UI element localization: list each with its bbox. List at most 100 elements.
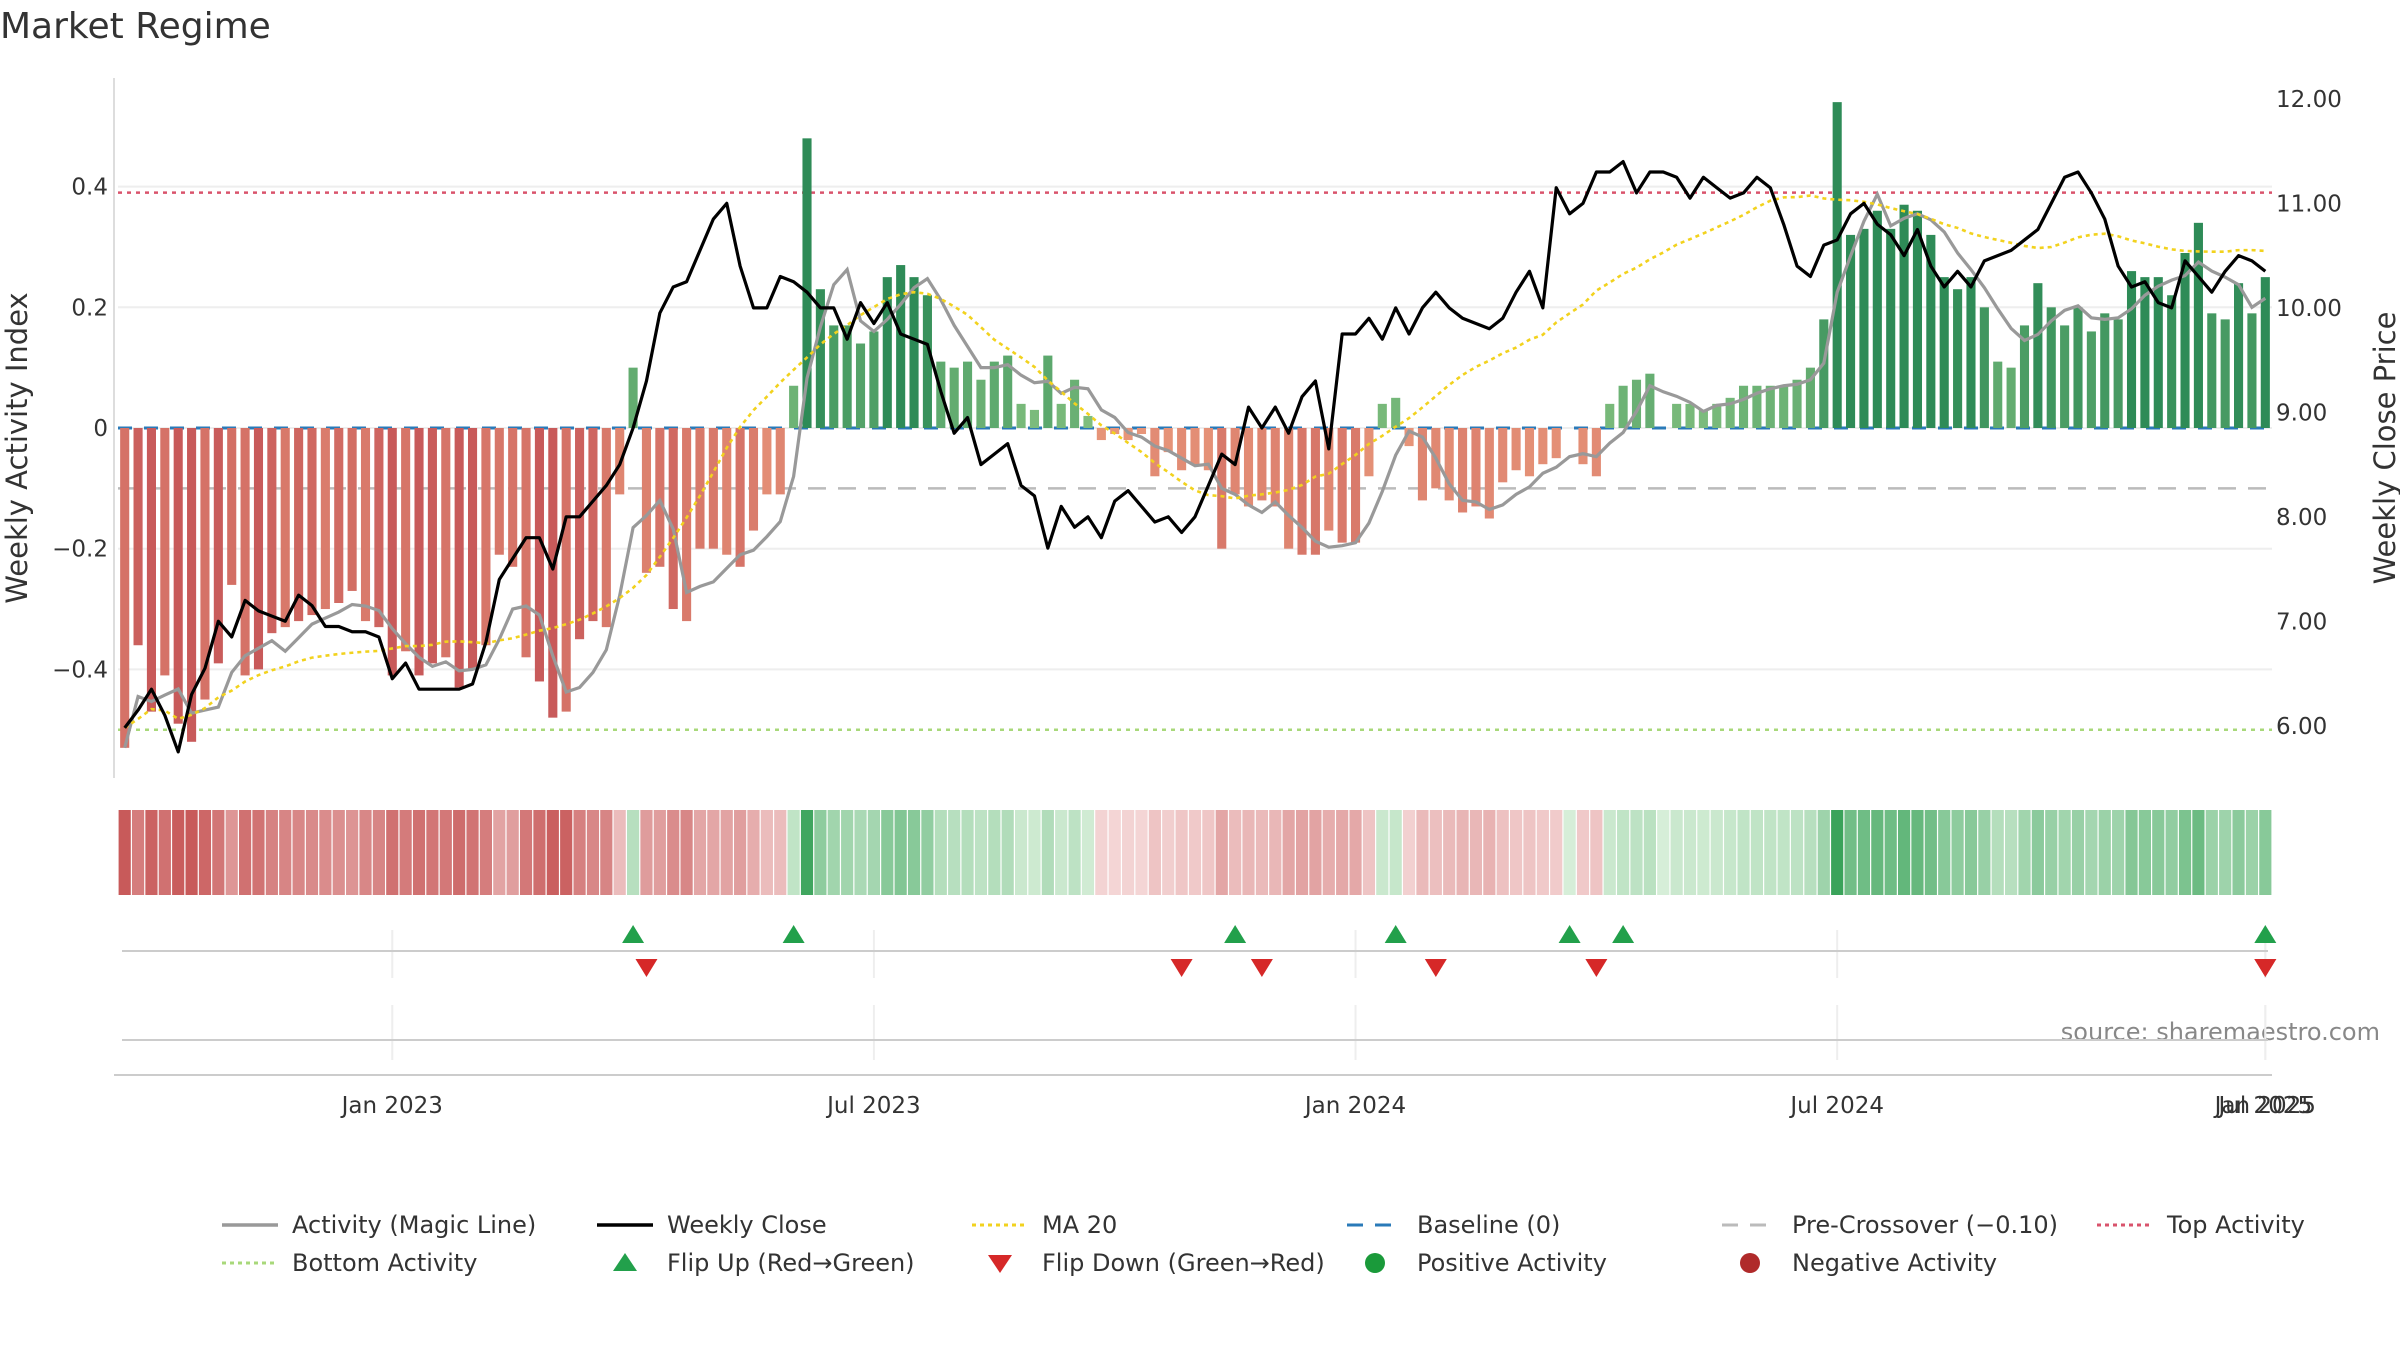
y-right-tick-label: 10.00 xyxy=(2276,296,2342,322)
regime-strip-cell xyxy=(319,810,332,895)
legend-label: Flip Up (Red→Green) xyxy=(667,1249,915,1277)
y-left-tick-label: −0.4 xyxy=(52,657,108,683)
activity-bar xyxy=(789,385,799,428)
activity-bar xyxy=(1979,307,1989,428)
legend-swatch xyxy=(1740,1253,1760,1273)
activity-bar xyxy=(1712,403,1722,428)
regime-strip-cell xyxy=(1188,810,1202,895)
regime-strip-cell xyxy=(1402,810,1416,895)
regime-strip-cell xyxy=(1068,810,1081,895)
legend-item-ma-line: MA 20 xyxy=(972,1211,1117,1239)
activity-bar xyxy=(989,361,999,428)
regime-strip-cell xyxy=(439,810,452,895)
legend-label: Bottom Activity xyxy=(292,1249,477,1277)
y-right-tick-label: 6.00 xyxy=(2276,714,2327,740)
activity-bar xyxy=(441,428,451,658)
regime-strip-cell xyxy=(2098,810,2111,895)
activity-bar xyxy=(160,428,170,676)
regime-strip-cell xyxy=(506,810,519,895)
regime-strip-cell xyxy=(1831,810,1844,895)
x-tick-label: Jul 2025 xyxy=(2217,1093,2313,1119)
activity-bar xyxy=(1404,428,1414,447)
activity-bar xyxy=(1765,385,1775,428)
regime-strip-cell xyxy=(1148,810,1161,895)
regime-strip-cell xyxy=(667,810,680,895)
regime-strip-cell xyxy=(412,810,426,895)
regime-strip-cell xyxy=(1349,810,1362,895)
regime-strip-cell xyxy=(1282,810,1295,895)
regime-strip-cell xyxy=(2112,810,2125,895)
activity-bar xyxy=(481,428,491,646)
regime-strip-cell xyxy=(1670,810,1683,895)
regime-strip-cell xyxy=(2192,810,2205,895)
y-right-tick-label: 7.00 xyxy=(2276,609,2327,635)
activity-bar xyxy=(949,367,959,428)
regime-strip-cell xyxy=(305,810,319,895)
regime-strip-cell xyxy=(1683,810,1697,895)
regime-strip-cell xyxy=(493,810,506,895)
regime-strip-cell xyxy=(2232,810,2245,895)
regime-strip-cell xyxy=(386,810,399,895)
regime-strip-cell xyxy=(1550,810,1563,895)
activity-bar xyxy=(829,325,839,428)
activity-bar xyxy=(454,428,464,688)
regime-strip-cell xyxy=(867,810,880,895)
activity-bar xyxy=(1551,428,1561,459)
regime-strip-cell xyxy=(2085,810,2098,895)
legend: Activity (Magic Line) Weekly Close MA 20 Ba… xyxy=(222,1211,2305,1277)
activity-bar xyxy=(1966,277,1976,428)
legend-item-baseline: Baseline (0) xyxy=(1347,1211,1560,1239)
activity-bar xyxy=(1257,428,1267,501)
activity-bar xyxy=(708,428,718,549)
regime-strip-cell xyxy=(426,810,439,895)
regime-strip-cell xyxy=(841,810,854,895)
activity-bar xyxy=(588,428,598,622)
regime-strip-cell xyxy=(907,810,921,895)
regime-strip-cell xyxy=(198,810,212,895)
y-right-tick-label: 11.00 xyxy=(2276,191,2342,217)
activity-bar xyxy=(133,428,143,646)
activity-bar xyxy=(187,428,197,742)
y-left-axis-label: Weekly Activity Index xyxy=(0,292,34,603)
activity-bar xyxy=(1003,355,1013,428)
activity-bar xyxy=(387,428,397,676)
activity-bar xyxy=(1096,428,1106,441)
activity-bar xyxy=(401,428,411,652)
regime-strip-cell xyxy=(1175,810,1188,895)
activity-bar xyxy=(976,379,986,428)
regime-strip-cell xyxy=(1697,810,1710,895)
activity-bar xyxy=(253,428,264,670)
activity-bars xyxy=(120,102,2270,748)
activity-bar xyxy=(414,428,424,676)
flip-down-marker xyxy=(1170,959,1193,977)
activity-bar xyxy=(494,428,504,555)
legend-label: Positive Activity xyxy=(1417,1249,1607,1277)
activity-bar xyxy=(1672,403,1682,428)
activity-bar xyxy=(1578,428,1588,465)
activity-bar xyxy=(2006,367,2016,428)
activity-bar xyxy=(1350,428,1361,543)
regime-strip-cell xyxy=(1643,810,1656,895)
regime-strip-cell xyxy=(1416,810,1429,895)
legend-label: Weekly Close xyxy=(667,1211,827,1239)
regime-strip-cell xyxy=(1122,810,1135,895)
activity-bar xyxy=(1471,428,1481,507)
activity-bar xyxy=(1056,403,1066,428)
activity-bar xyxy=(1524,428,1535,477)
regime-strip-cell xyxy=(1536,810,1549,895)
regime-strip-cell xyxy=(1603,810,1616,895)
regime-strip-cell xyxy=(1162,810,1175,895)
regime-strip-cell xyxy=(1617,810,1630,895)
regime-strip-cell xyxy=(1938,810,1951,895)
activity-bar xyxy=(1631,379,1642,428)
activity-bar xyxy=(909,277,919,428)
activity-bar xyxy=(1083,415,1093,428)
regime-strip-cell xyxy=(2138,810,2151,895)
regime-strip-cell xyxy=(881,810,894,895)
y-right-axis-label: Weekly Close Price xyxy=(2368,312,2400,585)
x-tick-label: Jan 2023 xyxy=(340,1093,443,1119)
regime-strip xyxy=(118,810,2272,895)
regime-strip-cell xyxy=(1443,810,1456,895)
legend-swatch xyxy=(613,1253,637,1271)
